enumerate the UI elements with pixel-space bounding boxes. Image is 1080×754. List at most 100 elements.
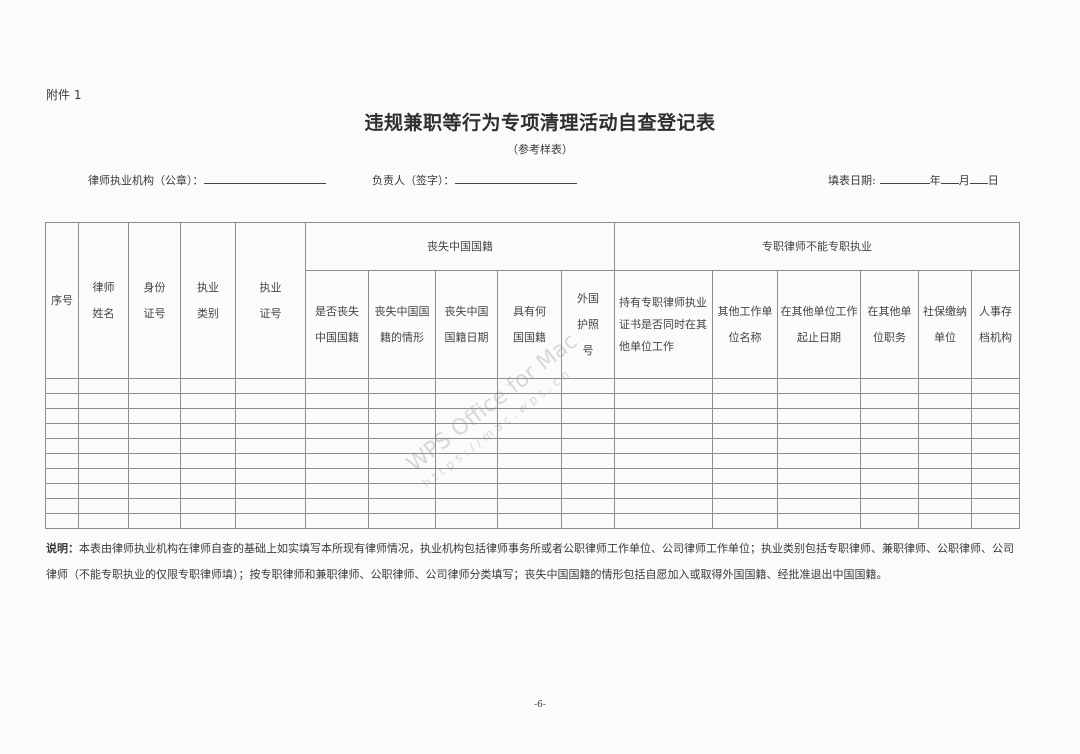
table-cell[interactable] [78,513,129,529]
table-cell[interactable] [128,453,181,469]
table-cell[interactable] [971,393,1021,409]
table-cell[interactable] [78,408,129,424]
table-cell[interactable] [497,453,562,469]
table-cell[interactable] [777,513,862,529]
table-cell[interactable] [78,378,129,394]
table-cell[interactable] [712,468,779,484]
table-cell[interactable] [235,498,306,514]
table-cell[interactable] [180,378,236,394]
table-cell[interactable] [860,423,920,439]
table-cell[interactable] [918,453,973,469]
table-cell[interactable] [614,483,714,499]
table-cell[interactable] [614,408,714,424]
table-cell[interactable] [560,453,616,469]
table-cell[interactable] [560,438,616,454]
table-cell[interactable] [712,378,779,394]
table-cell[interactable] [128,408,181,424]
table-cell[interactable] [305,453,369,469]
table-cell[interactable] [918,468,973,484]
table-cell[interactable] [614,453,714,469]
table-cell[interactable] [78,423,129,439]
table-cell[interactable] [368,378,436,394]
table-cell[interactable] [712,498,779,514]
table-cell[interactable] [235,393,306,409]
table-cell[interactable] [78,393,129,409]
table-cell[interactable] [918,483,973,499]
table-cell[interactable] [560,408,616,424]
table-cell[interactable] [497,438,562,454]
table-cell[interactable] [368,498,436,514]
table-cell[interactable] [860,438,920,454]
table-cell[interactable] [180,483,236,499]
table-cell[interactable] [45,453,79,469]
table-cell[interactable] [305,378,369,394]
table-cell[interactable] [235,438,306,454]
table-cell[interactable] [78,453,129,469]
table-cell[interactable] [128,393,181,409]
table-cell[interactable] [712,408,779,424]
table-cell[interactable] [435,483,498,499]
table-cell[interactable] [368,393,436,409]
table-cell[interactable] [712,483,779,499]
table-cell[interactable] [305,498,369,514]
table-cell[interactable] [45,438,79,454]
table-cell[interactable] [235,513,306,529]
table-cell[interactable] [614,378,714,394]
table-cell[interactable] [777,423,862,439]
table-cell[interactable] [560,483,616,499]
table-cell[interactable] [180,438,236,454]
table-cell[interactable] [971,468,1021,484]
table-cell[interactable] [971,513,1021,529]
table-cell[interactable] [860,453,920,469]
table-cell[interactable] [128,378,181,394]
table-cell[interactable] [614,438,714,454]
table-cell[interactable] [45,423,79,439]
table-cell[interactable] [128,513,181,529]
table-cell[interactable] [235,453,306,469]
table-cell[interactable] [860,513,920,529]
table-cell[interactable] [560,423,616,439]
table-cell[interactable] [712,513,779,529]
table-cell[interactable] [712,438,779,454]
table-cell[interactable] [777,453,862,469]
table-cell[interactable] [971,378,1021,394]
table-cell[interactable] [180,498,236,514]
table-cell[interactable] [497,483,562,499]
table-cell[interactable] [777,498,862,514]
table-cell[interactable] [180,453,236,469]
table-cell[interactable] [918,378,973,394]
table-cell[interactable] [235,468,306,484]
table-cell[interactable] [860,393,920,409]
table-cell[interactable] [777,393,862,409]
table-cell[interactable] [860,378,920,394]
table-cell[interactable] [45,483,79,499]
table-cell[interactable] [368,408,436,424]
table-cell[interactable] [918,423,973,439]
table-cell[interactable] [860,483,920,499]
table-cell[interactable] [45,498,79,514]
table-cell[interactable] [305,393,369,409]
table-cell[interactable] [614,513,714,529]
table-cell[interactable] [712,423,779,439]
table-cell[interactable] [497,498,562,514]
table-cell[interactable] [777,483,862,499]
table-cell[interactable] [128,423,181,439]
table-cell[interactable] [305,438,369,454]
table-cell[interactable] [918,438,973,454]
table-cell[interactable] [235,408,306,424]
table-cell[interactable] [971,408,1021,424]
table-cell[interactable] [368,513,436,529]
table-cell[interactable] [180,513,236,529]
table-cell[interactable] [560,468,616,484]
table-cell[interactable] [560,498,616,514]
table-cell[interactable] [777,468,862,484]
table-cell[interactable] [971,423,1021,439]
table-cell[interactable] [78,468,129,484]
table-cell[interactable] [918,513,973,529]
table-cell[interactable] [78,498,129,514]
table-cell[interactable] [971,453,1021,469]
table-cell[interactable] [305,423,369,439]
table-cell[interactable] [614,498,714,514]
table-cell[interactable] [180,393,236,409]
table-cell[interactable] [560,393,616,409]
